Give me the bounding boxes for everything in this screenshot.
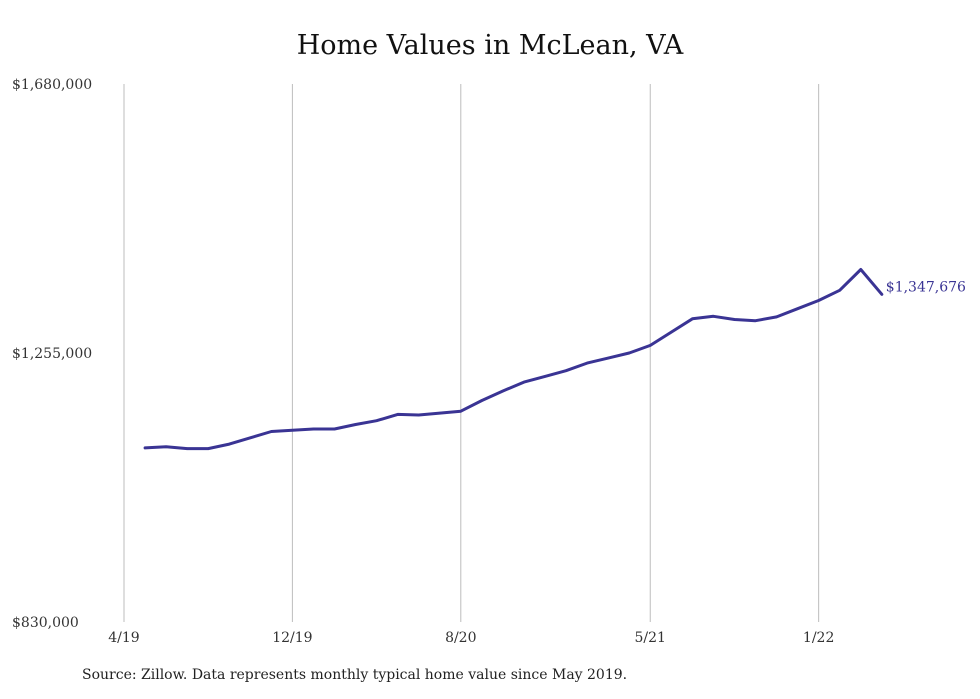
data-point bbox=[522, 380, 526, 384]
data-point bbox=[143, 446, 147, 450]
y-tick-label: $1,680,000 bbox=[12, 77, 92, 93]
data-point bbox=[164, 445, 168, 448]
series-layer: $1,347,676 bbox=[143, 268, 966, 451]
x-tick-label: 12/19 bbox=[272, 630, 312, 646]
data-point bbox=[396, 413, 399, 416]
data-point bbox=[417, 413, 420, 417]
data-point bbox=[228, 442, 231, 446]
data-point bbox=[670, 330, 673, 334]
source-note: Source: Zillow. Data represents monthly … bbox=[82, 667, 628, 683]
data-point bbox=[733, 318, 736, 321]
y-axis-ticks: $1,680,000 $1,255,000 $830,000 bbox=[12, 77, 92, 631]
data-point bbox=[333, 427, 336, 431]
x-axis-ticks: 4/19 12/19 8/20 5/21 1/22 bbox=[108, 630, 834, 646]
data-point bbox=[606, 356, 610, 360]
series-line bbox=[143, 268, 884, 451]
gridlines bbox=[123, 84, 820, 622]
x-tick-label: 8/20 bbox=[445, 630, 476, 646]
data-point bbox=[270, 430, 273, 433]
data-point bbox=[754, 319, 757, 322]
y-tick-label: $1,255,000 bbox=[12, 346, 92, 362]
data-point bbox=[543, 375, 547, 378]
x-tick-label: 1/22 bbox=[803, 630, 834, 646]
data-point bbox=[564, 369, 568, 372]
data-point bbox=[628, 351, 631, 355]
x-tick-label: 4/19 bbox=[108, 630, 139, 646]
data-point bbox=[459, 410, 462, 413]
data-point bbox=[796, 307, 799, 310]
data-point bbox=[838, 289, 841, 292]
data-point bbox=[438, 411, 441, 415]
y-tick-label: $830,000 bbox=[12, 615, 79, 631]
data-point bbox=[375, 419, 378, 422]
data-point bbox=[712, 315, 715, 318]
data-point bbox=[817, 299, 820, 302]
data-point bbox=[185, 447, 189, 450]
data-point bbox=[501, 389, 505, 393]
data-point bbox=[775, 315, 778, 319]
data-point bbox=[649, 344, 652, 347]
data-point bbox=[249, 436, 252, 440]
chart-title: Home Values in McLean, VA bbox=[296, 30, 684, 61]
data-point bbox=[312, 427, 315, 431]
data-point bbox=[480, 399, 484, 402]
data-point bbox=[585, 361, 589, 365]
data-point bbox=[880, 293, 883, 296]
data-point bbox=[291, 429, 294, 432]
data-point bbox=[354, 423, 357, 426]
end-value-label: $1,347,676 bbox=[886, 279, 966, 295]
data-point bbox=[207, 447, 210, 450]
data-point bbox=[859, 268, 862, 271]
x-tick-label: 5/21 bbox=[635, 630, 666, 646]
data-point bbox=[691, 317, 694, 321]
